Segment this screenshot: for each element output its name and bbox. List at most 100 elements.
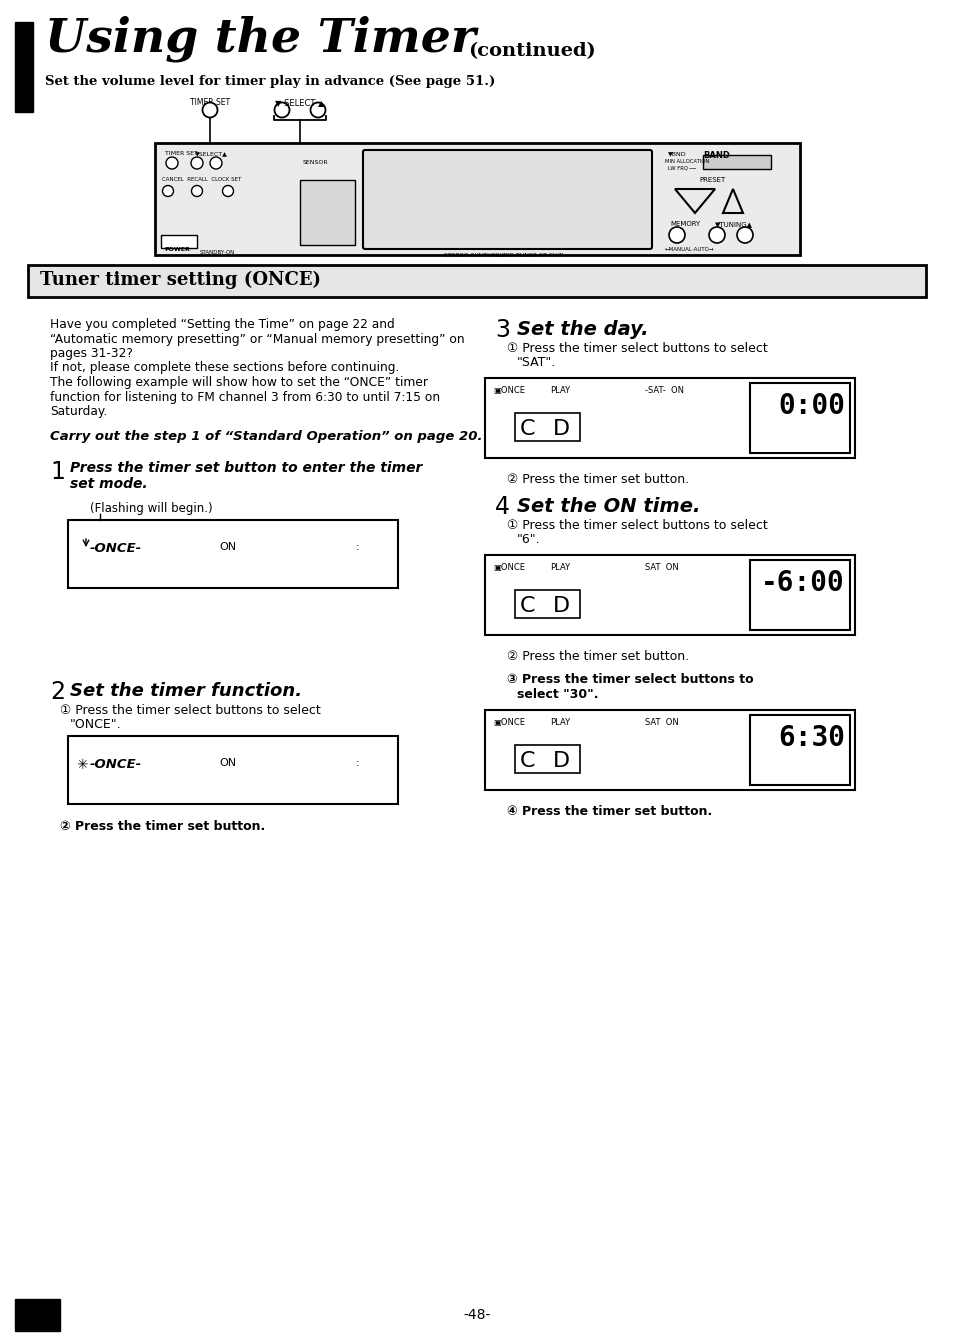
Text: "SAT".: "SAT".: [517, 356, 556, 369]
Bar: [299, 180, 355, 245]
Text: Set the volume level for timer play in advance (See page 51.): Set the volume level for timer play in a…: [45, 75, 495, 88]
Text: C: C: [519, 596, 535, 616]
Circle shape: [310, 103, 325, 117]
Text: SAT  ON: SAT ON: [644, 563, 678, 572]
Text: Saturday.: Saturday.: [50, 405, 107, 419]
Text: ▣ONCE: ▣ONCE: [493, 387, 524, 395]
Text: -ONCE-: -ONCE-: [90, 543, 142, 555]
Bar: [749, 383, 849, 453]
Bar: [68, 520, 397, 588]
Text: 6:30: 6:30: [778, 724, 844, 752]
Text: MIN ALLOCATION: MIN ALLOCATION: [664, 159, 708, 164]
Text: POWER: POWER: [164, 247, 190, 252]
Text: Set the ON time.: Set the ON time.: [517, 497, 700, 516]
Text: Set the timer function.: Set the timer function.: [70, 682, 302, 700]
Circle shape: [274, 103, 289, 117]
Circle shape: [708, 227, 724, 243]
Bar: [749, 714, 849, 785]
Bar: [515, 591, 579, 619]
Circle shape: [162, 185, 173, 196]
Circle shape: [202, 103, 217, 117]
Text: D: D: [553, 419, 570, 439]
Text: ▼SELECT▲: ▼SELECT▲: [194, 151, 228, 156]
Circle shape: [222, 185, 233, 196]
Text: ① Press the timer select buttons to select: ① Press the timer select buttons to sele…: [506, 519, 767, 532]
Text: "6".: "6".: [517, 533, 540, 547]
Text: STEREO SYNTHESIZER TUNER ST-CH7L: STEREO SYNTHESIZER TUNER ST-CH7L: [444, 253, 565, 259]
Text: :: :: [355, 543, 359, 552]
Text: BAND: BAND: [702, 151, 729, 160]
Text: ✳: ✳: [76, 758, 88, 772]
Text: 0:00: 0:00: [778, 392, 844, 420]
Text: SENSOR: SENSOR: [303, 160, 328, 165]
Bar: [702, 155, 770, 169]
Text: ▼TUNING▲: ▼TUNING▲: [714, 221, 752, 227]
Text: The following example will show how to set the “ONCE” timer: The following example will show how to s…: [50, 376, 428, 389]
Text: TIMER SET: TIMER SET: [190, 99, 230, 107]
Text: PLAY: PLAY: [550, 563, 570, 572]
Text: “Automatic memory presetting” or “Manual memory presetting” on: “Automatic memory presetting” or “Manual…: [50, 332, 464, 345]
Text: D: D: [553, 750, 570, 770]
Text: Set the day.: Set the day.: [517, 320, 648, 339]
Text: "ONCE".: "ONCE".: [70, 718, 121, 730]
Text: -48-: -48-: [463, 1308, 490, 1322]
Text: ▼ SELECT ▲: ▼ SELECT ▲: [275, 99, 324, 107]
Bar: [28, 265, 925, 297]
Text: STANDBY·ON: STANDBY·ON: [200, 251, 235, 256]
Bar: [154, 143, 800, 255]
Text: LW FRQ ──: LW FRQ ──: [667, 167, 695, 171]
Circle shape: [668, 227, 684, 243]
Text: ←MANUAL·AUTO→: ←MANUAL·AUTO→: [664, 247, 714, 252]
Bar: [484, 379, 854, 459]
Text: Using the Timer: Using the Timer: [45, 15, 476, 61]
Text: select "30".: select "30".: [517, 688, 598, 701]
Text: ④ Press the timer set button.: ④ Press the timer set button.: [506, 805, 712, 818]
Text: If not, please complete these sections before continuing.: If not, please complete these sections b…: [50, 361, 399, 375]
Text: 4: 4: [495, 495, 510, 519]
Circle shape: [192, 185, 202, 196]
Text: CANCEL  RECALL  CLOCK SET: CANCEL RECALL CLOCK SET: [162, 177, 241, 183]
Text: ▼BND: ▼BND: [667, 151, 686, 156]
Text: :: :: [355, 758, 359, 768]
Text: SAT  ON: SAT ON: [644, 718, 678, 726]
Text: ② Press the timer set button.: ② Press the timer set button.: [506, 473, 688, 487]
Text: ① Press the timer select buttons to select: ① Press the timer select buttons to sele…: [60, 704, 320, 717]
Text: -SAT-  ON: -SAT- ON: [644, 387, 683, 395]
Text: -ONCE-: -ONCE-: [90, 758, 142, 770]
Text: PLAY: PLAY: [550, 718, 570, 726]
Text: TIMER SET: TIMER SET: [165, 151, 197, 156]
Text: ③ Press the timer select buttons to: ③ Press the timer select buttons to: [506, 673, 753, 686]
Text: 3: 3: [495, 319, 510, 343]
Text: pages 31-32?: pages 31-32?: [50, 347, 132, 360]
Bar: [515, 745, 579, 773]
Text: ① Press the timer select buttons to select: ① Press the timer select buttons to sele…: [506, 343, 767, 355]
FancyBboxPatch shape: [161, 235, 197, 248]
FancyBboxPatch shape: [363, 151, 651, 249]
Circle shape: [166, 157, 178, 169]
Text: Carry out the step 1 of “Standard Operation” on page 20.: Carry out the step 1 of “Standard Operat…: [50, 431, 482, 443]
Text: PRESET: PRESET: [700, 177, 725, 183]
Bar: [484, 710, 854, 790]
Text: Press the timer set button to enter the timer: Press the timer set button to enter the …: [70, 461, 422, 475]
Bar: [484, 555, 854, 635]
Text: ON: ON: [219, 543, 236, 552]
Text: C: C: [519, 419, 535, 439]
Circle shape: [191, 157, 203, 169]
Text: C: C: [519, 750, 535, 770]
Text: 1: 1: [50, 460, 65, 484]
Text: (Flashing will begin.): (Flashing will begin.): [90, 503, 213, 515]
Circle shape: [210, 157, 222, 169]
Text: set mode.: set mode.: [70, 477, 148, 491]
Bar: [515, 413, 579, 441]
Text: PLAY: PLAY: [550, 387, 570, 395]
Bar: [15, 1298, 60, 1330]
Text: 2: 2: [50, 680, 65, 704]
Circle shape: [737, 227, 752, 243]
Text: ② Press the timer set button.: ② Press the timer set button.: [506, 651, 688, 663]
Text: (continued): (continued): [468, 43, 595, 60]
Text: MEMORY: MEMORY: [669, 221, 700, 227]
Text: ▣ONCE: ▣ONCE: [493, 563, 524, 572]
Text: Tuner timer setting (ONCE): Tuner timer setting (ONCE): [40, 271, 320, 289]
Text: -6:00: -6:00: [760, 569, 844, 597]
Text: function for listening to FM channel 3 from 6:30 to until 7:15 on: function for listening to FM channel 3 f…: [50, 391, 439, 404]
